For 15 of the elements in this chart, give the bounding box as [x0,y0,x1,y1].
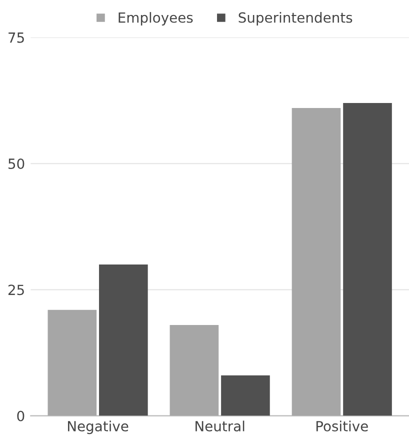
bar [170,324,219,416]
bar [48,310,97,416]
bar [221,375,270,416]
legend-label: Superintendents [238,12,352,26]
y-tick-label: 25 [8,284,24,296]
bar [343,102,392,416]
y-tick-label: 75 [8,32,24,43]
x-tick-label: Negative [68,420,128,434]
bar [292,108,341,416]
y-tick-label: 50 [8,158,24,170]
legend-label: Employees [118,12,193,26]
x-tick-label: Positive [316,420,368,432]
bar [99,264,148,416]
x-tick-label: Neutral [196,420,244,432]
y-tick-label: 0 [17,410,24,422]
